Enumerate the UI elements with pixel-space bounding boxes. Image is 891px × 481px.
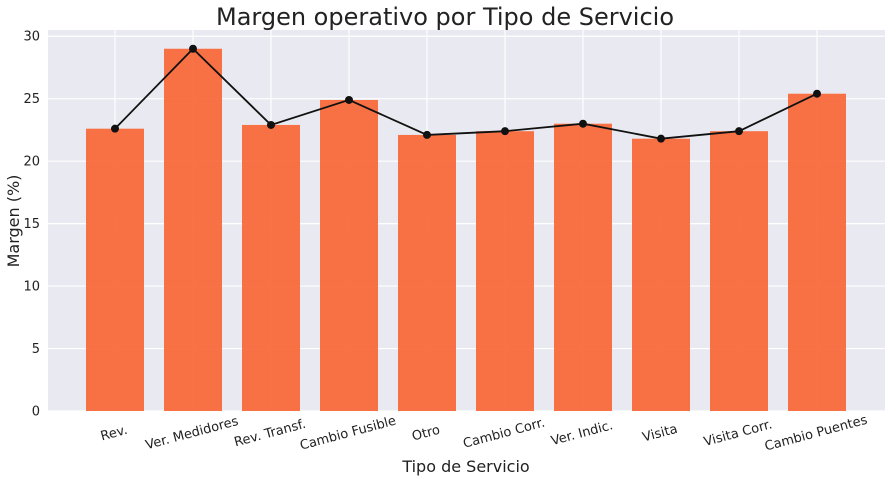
y-axis-label: Margen (%) — [4, 175, 23, 268]
series-point — [501, 127, 509, 136]
series-point — [345, 95, 353, 104]
series-point — [111, 124, 119, 133]
bar-otro — [398, 134, 456, 411]
line-series — [111, 44, 821, 143]
x-tick-label: Ver. Indic. — [549, 418, 614, 449]
series-point — [579, 119, 587, 128]
x-axis-label: Tipo de Servicio — [401, 457, 529, 476]
bar-ver-indic — [554, 123, 612, 411]
bar-rev — [86, 128, 144, 411]
y-tick-label: 5 — [32, 342, 40, 357]
x-tick-label: Visita Corr. — [702, 417, 774, 450]
x-tick-label: Cambio Fusible — [298, 414, 397, 454]
bars-group — [86, 48, 846, 412]
bar-visita — [632, 138, 690, 411]
x-tick-label: Cambio Corr. — [462, 415, 547, 451]
bar-cambio-puentes — [788, 93, 846, 412]
series-point — [735, 127, 743, 136]
series-point — [657, 134, 665, 143]
bar-rev-transf — [242, 124, 300, 411]
x-tick-label: Rev. — [99, 423, 129, 445]
y-tick-labels: 0 5 10 15 20 25 30 — [23, 30, 40, 420]
bar-ver-medidores — [164, 48, 222, 412]
x-tick-label: Visita — [641, 422, 679, 446]
y-tick-label: 20 — [23, 155, 40, 170]
bar-visita-corr — [710, 131, 768, 412]
y-tick-label: 10 — [23, 280, 40, 295]
x-tick-label: Cambio Puentes — [763, 413, 869, 455]
y-tick-label: 0 — [32, 405, 40, 420]
y-tick-label: 25 — [23, 92, 40, 107]
x-tick-label: Ver. Medidores — [144, 414, 240, 453]
series-point — [189, 44, 197, 53]
y-tick-label: 30 — [23, 30, 40, 45]
series-point — [267, 120, 275, 129]
y-tick-label: 15 — [23, 217, 40, 232]
series-point — [423, 130, 431, 139]
series-line — [114, 47, 818, 140]
x-tick-label: Rev. Transf. — [233, 417, 308, 451]
x-tick-label: Otro — [410, 423, 441, 445]
bar-cambio-fusible — [320, 99, 378, 411]
chart-title: Margen operativo por Tipo de Servicio — [216, 3, 674, 31]
series-point — [813, 89, 821, 98]
bar-cambio-corr — [476, 131, 534, 412]
